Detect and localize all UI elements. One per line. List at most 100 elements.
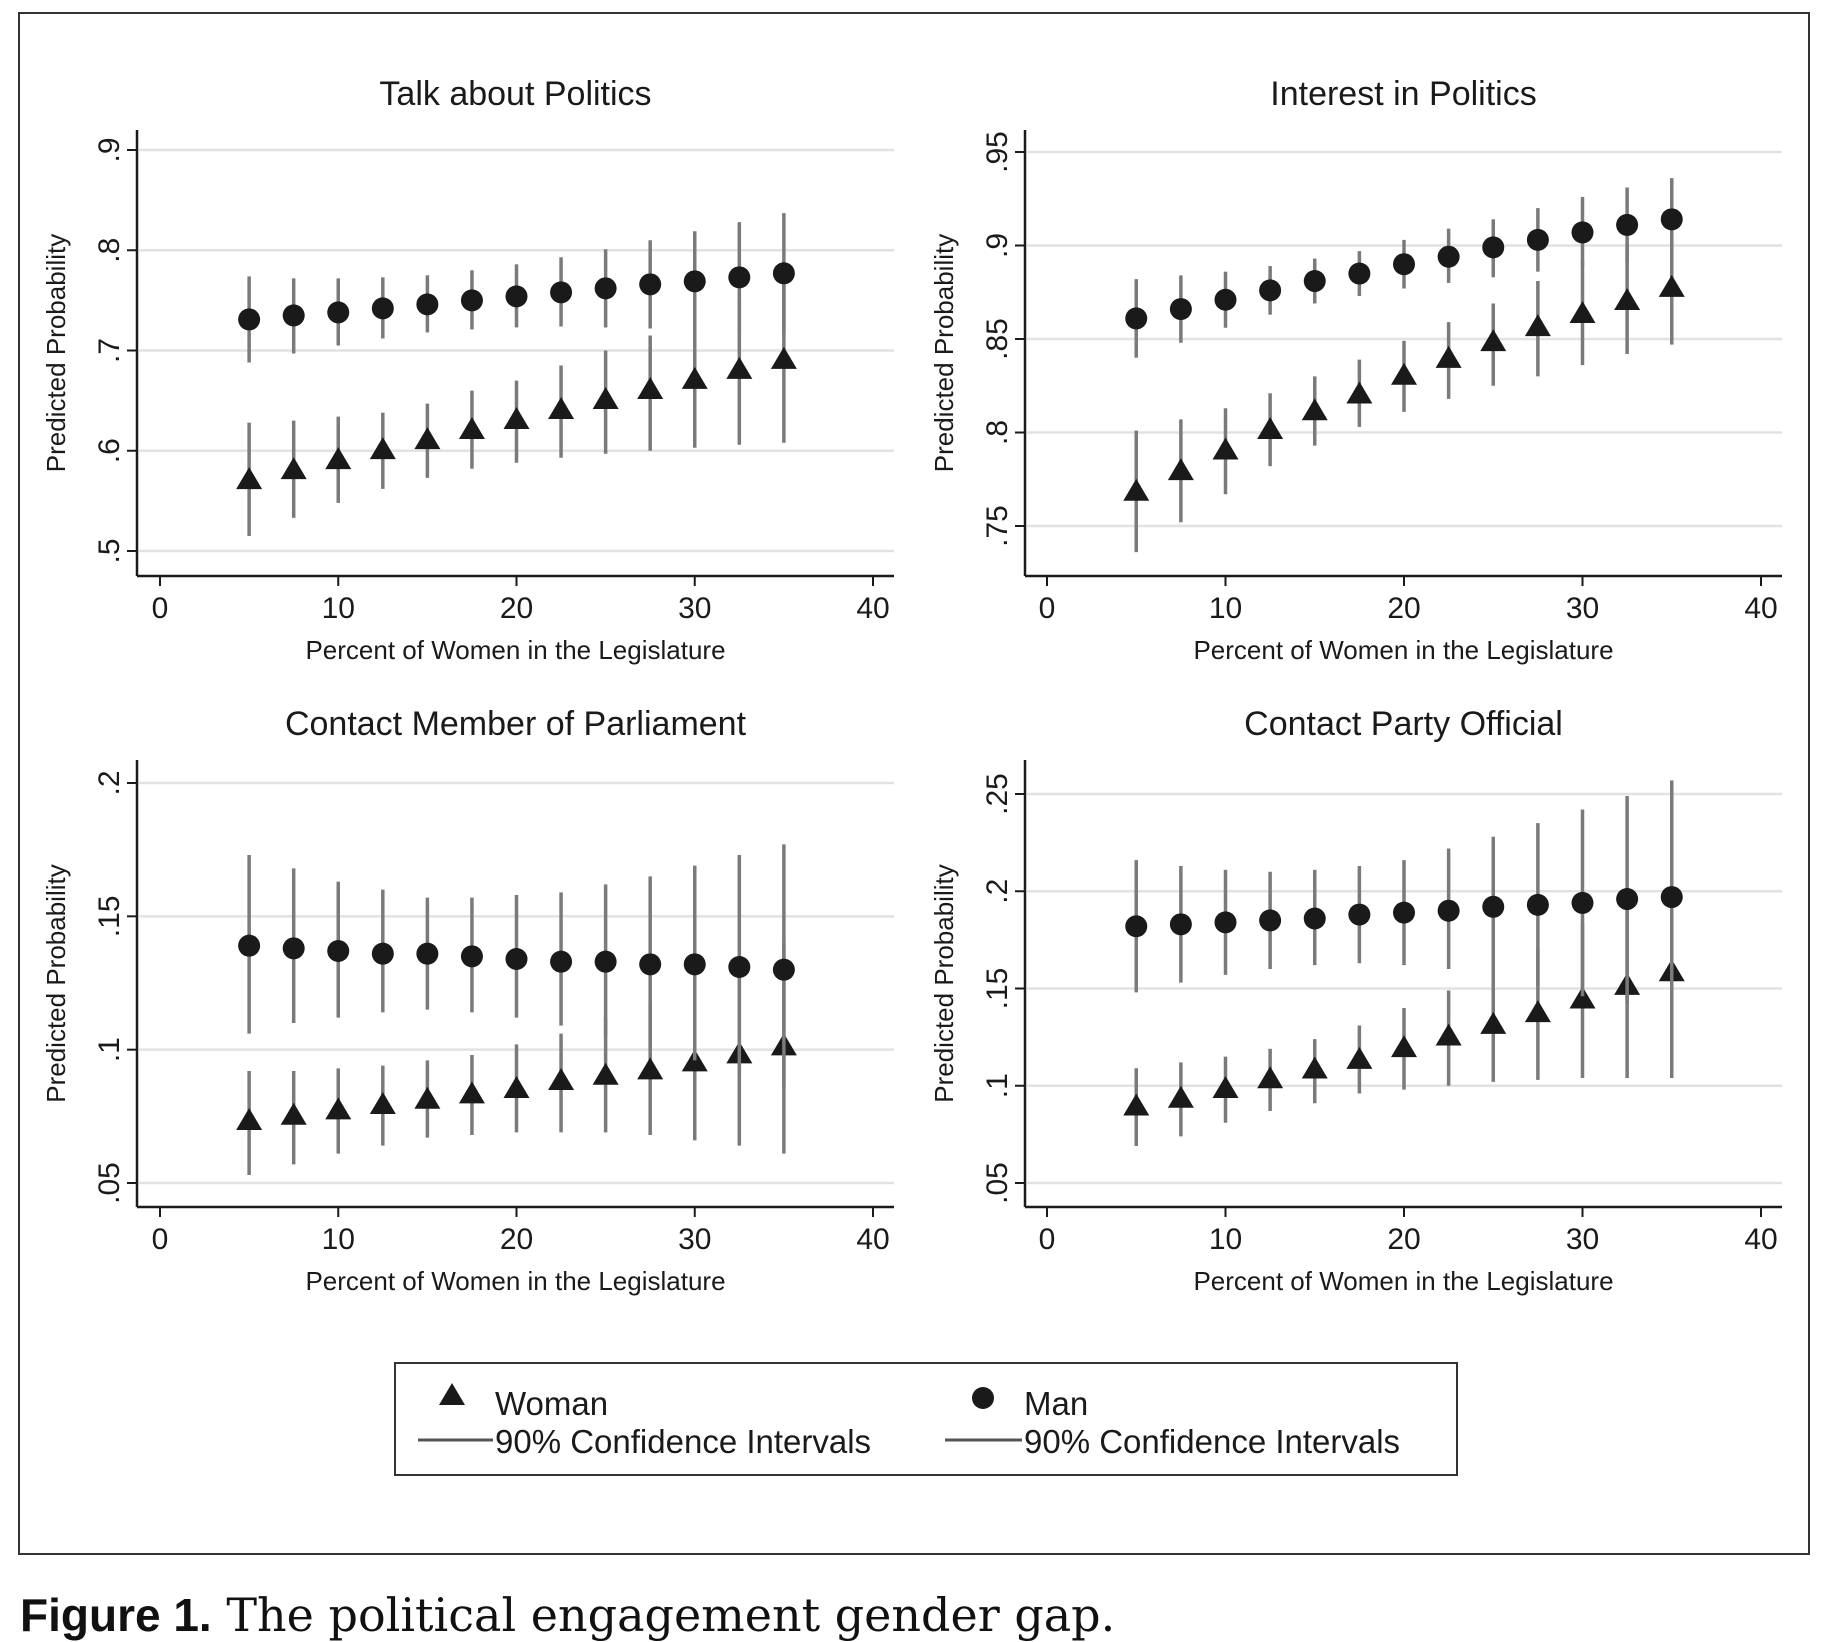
y-tick-label: .5 [93, 538, 126, 563]
y-axis-label: Predicted Probability [41, 234, 71, 472]
data-point-man [460, 945, 483, 968]
data-point-man [1348, 903, 1371, 926]
legend-man-ci-label: 90% Confidence Intervals [1024, 1423, 1400, 1460]
x-axis-label: Percent of Women in the Legislature [305, 1266, 725, 1296]
data-point-man [1616, 213, 1639, 236]
data-point-woman [1123, 1093, 1150, 1116]
x-tick-label: 20 [1387, 1223, 1420, 1256]
series-woman [236, 280, 797, 536]
data-point-man [639, 273, 662, 296]
data-point-woman [1569, 986, 1596, 1009]
y-tick-label: .15 [93, 895, 126, 937]
chart-panel-4: Contact Party Official .05 .1 .15 .2 .25 0 10 20… [929, 705, 1782, 1296]
data-point-woman [503, 1076, 530, 1099]
data-point-man [505, 948, 528, 970]
data-point-man [1660, 208, 1683, 231]
x-tick-label: 20 [500, 1223, 533, 1256]
data-point-man [238, 934, 261, 957]
data-point-man [1660, 886, 1683, 909]
y-tick-label: .7 [93, 338, 126, 363]
data-point-man [728, 266, 751, 289]
data-point-woman [369, 1092, 396, 1115]
x-axis-label: Percent of Women in the Legislature [1193, 635, 1613, 665]
data-point-woman [1391, 1035, 1417, 1058]
data-point-woman [1435, 345, 1462, 368]
data-point-woman [1301, 1056, 1328, 1079]
data-point-man [1393, 253, 1415, 276]
data-point-man [282, 937, 305, 960]
data-point-woman [280, 457, 307, 480]
legend-man-marker [972, 1387, 994, 1409]
data-point-woman [1524, 1000, 1551, 1023]
data-point-man [1303, 270, 1326, 293]
x-tick-label: 0 [1039, 592, 1056, 625]
y-tick-label: .85 [981, 318, 1014, 360]
y-tick-label: .95 [981, 131, 1014, 173]
data-point-man [683, 270, 706, 293]
data-point-woman [1569, 301, 1596, 324]
x-tick-label: 40 [856, 592, 889, 625]
y-tick-label: .2 [981, 879, 1014, 904]
y-tick-label: .8 [93, 238, 126, 263]
x-tick-label: 10 [1209, 1223, 1242, 1256]
data-point-man [1348, 262, 1371, 285]
data-point-man [550, 950, 573, 973]
data-point-woman [1257, 416, 1284, 439]
data-point-woman [1391, 362, 1417, 385]
data-point-man [1482, 236, 1505, 259]
legend-box [394, 1362, 1458, 1476]
chart-panel-2: Interest in Politics .75 .8 .85 .9 .95 0 10 20 30… [929, 75, 1782, 665]
figure-caption-label: Figure 1. [20, 1589, 212, 1641]
data-point-man [1169, 298, 1192, 321]
y-axis-label: Predicted Probability [929, 864, 959, 1102]
data-point-man [1303, 907, 1326, 930]
series-man [1125, 178, 1683, 358]
data-point-woman [236, 1108, 263, 1131]
x-tick-label: 10 [322, 1223, 355, 1256]
data-point-woman [1658, 274, 1685, 297]
data-point-woman [1212, 437, 1239, 460]
panel-title: Talk about Politics [379, 75, 651, 113]
x-tick-label: 10 [1209, 592, 1242, 625]
data-point-man [371, 297, 394, 320]
y-tick-label: .1 [981, 1073, 1014, 1098]
data-point-woman [637, 376, 664, 399]
data-point-man [327, 940, 350, 962]
legend: Woman 90% Confidence Intervals Man 90% C… [394, 1362, 1458, 1476]
data-point-woman [1123, 478, 1150, 501]
chart-panel-1: Talk about Politics .5 .6 .7 .8 .9 0 10 20 30 40 Pe… [41, 75, 894, 665]
data-point-man [416, 942, 439, 965]
data-point-woman [280, 1102, 307, 1125]
data-point-woman [1167, 458, 1194, 481]
y-tick-label: .9 [981, 233, 1014, 258]
y-tick-label: .15 [981, 968, 1014, 1010]
data-point-man [327, 301, 350, 324]
data-point-man [772, 958, 795, 981]
x-tick-label: 30 [1566, 592, 1599, 625]
data-point-man [1125, 915, 1148, 938]
legend-woman-label: Woman [495, 1385, 608, 1422]
y-tick-label: .6 [93, 438, 126, 463]
data-point-man [1259, 279, 1282, 302]
x-tick-label: 20 [1387, 592, 1420, 625]
data-point-woman [458, 417, 485, 440]
figure-caption: Figure 1. The political engagement gende… [20, 1592, 1115, 1638]
y-tick-label: .8 [981, 420, 1014, 445]
series-man [1125, 780, 1683, 1014]
data-point-man [594, 277, 617, 300]
series-woman [1123, 226, 1685, 553]
data-point-man [1259, 909, 1282, 932]
data-point-woman [236, 467, 263, 490]
data-point-man [1571, 891, 1594, 914]
data-point-woman [1524, 314, 1551, 337]
x-axis-label: Percent of Women in the Legislature [305, 635, 725, 665]
data-point-woman [325, 1097, 352, 1120]
legend-man-label: Man [1024, 1385, 1088, 1422]
series-man [238, 213, 795, 363]
x-tick-label: 40 [1744, 1223, 1777, 1256]
series-man [238, 844, 795, 1087]
data-point-woman [548, 1068, 575, 1091]
data-point-man [371, 942, 394, 965]
data-point-woman [503, 407, 530, 430]
data-point-woman [681, 366, 708, 389]
